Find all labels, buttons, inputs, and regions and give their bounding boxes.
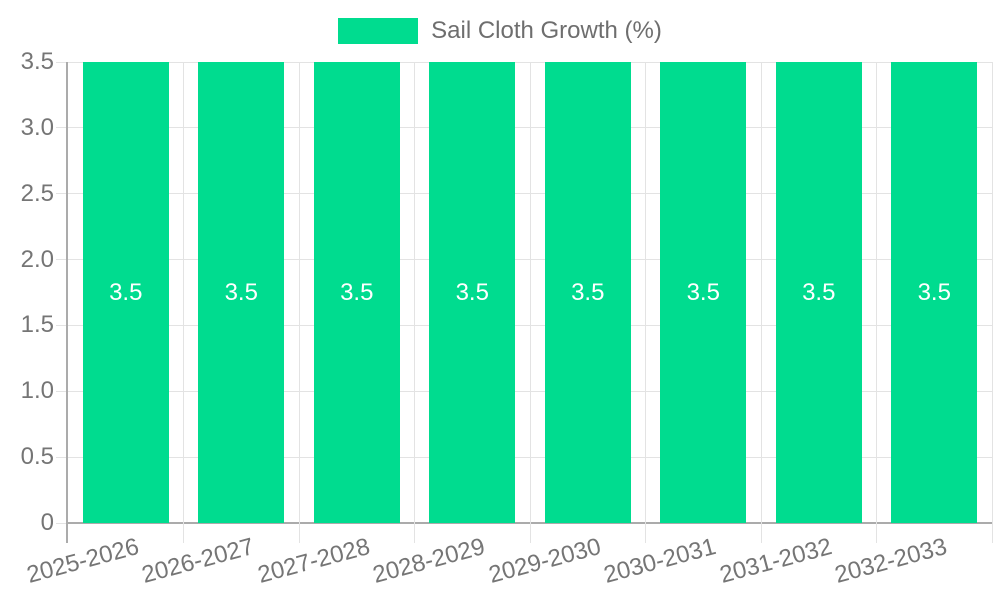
bar[interactable]	[891, 62, 978, 523]
legend-swatch[interactable]	[338, 18, 419, 44]
y-tick-mark	[56, 324, 68, 326]
x-tick-label: 2026-2027	[139, 533, 258, 589]
x-tick-label: 2027-2028	[254, 533, 373, 589]
x-tick-label: 2029-2030	[485, 533, 604, 589]
bar[interactable]	[429, 62, 516, 523]
x-tick-label: 2031-2032	[716, 533, 835, 589]
y-tick-label: 1.0	[20, 377, 54, 405]
y-tick-label: 0.5	[20, 443, 54, 471]
bar[interactable]	[313, 62, 400, 523]
bar[interactable]	[660, 62, 747, 523]
bar-value-label: 3.5	[109, 278, 143, 306]
y-tick-label: 3.5	[20, 48, 54, 75]
bar[interactable]	[544, 62, 631, 523]
bar-value-label: 3.5	[455, 278, 489, 306]
x-tick-label: 2032-2033	[832, 533, 951, 589]
gridline-vertical	[645, 62, 646, 543]
gridline-vertical	[760, 62, 762, 543]
bar[interactable]	[198, 62, 285, 523]
bar-value-label: 3.5	[224, 278, 258, 306]
y-tick-label: 0	[40, 509, 54, 536]
gridline-vertical	[876, 62, 877, 543]
gridline-vertical	[991, 62, 993, 543]
y-tick-mark	[56, 61, 68, 63]
y-tick-label: 3.0	[20, 113, 54, 141]
y-tick-label: 2.0	[20, 245, 54, 273]
bar-value-label: 3.5	[802, 278, 836, 306]
chart-legend: Sail Cloth Growth (%)	[0, 17, 1000, 45]
y-tick-mark	[56, 456, 68, 458]
y-tick-mark	[56, 193, 68, 195]
y-tick-label: 2.5	[20, 179, 54, 207]
bar-value-label: 3.5	[571, 278, 605, 306]
x-tick-label: 2030-2031	[601, 533, 720, 589]
y-tick-mark	[56, 522, 68, 524]
y-tick-label: 1.5	[20, 311, 54, 339]
x-tick-label: 2025-2026	[23, 533, 142, 589]
gridline-vertical	[529, 62, 531, 543]
bar-value-label: 3.5	[917, 278, 951, 306]
x-tick-label: 2028-2029	[370, 533, 489, 589]
bar[interactable]	[775, 62, 862, 523]
bar[interactable]	[82, 62, 169, 523]
y-tick-mark	[56, 390, 68, 392]
y-axis-line	[66, 62, 68, 543]
y-tick-mark	[56, 127, 68, 129]
gridline-vertical	[298, 62, 300, 543]
gridline-vertical	[414, 62, 415, 543]
bar-value-label: 3.5	[340, 278, 374, 306]
legend-label[interactable]: Sail Cloth Growth (%)	[431, 17, 662, 44]
y-tick-mark	[56, 259, 68, 261]
gridline-vertical	[183, 62, 184, 543]
bar-value-label: 3.5	[686, 278, 720, 306]
